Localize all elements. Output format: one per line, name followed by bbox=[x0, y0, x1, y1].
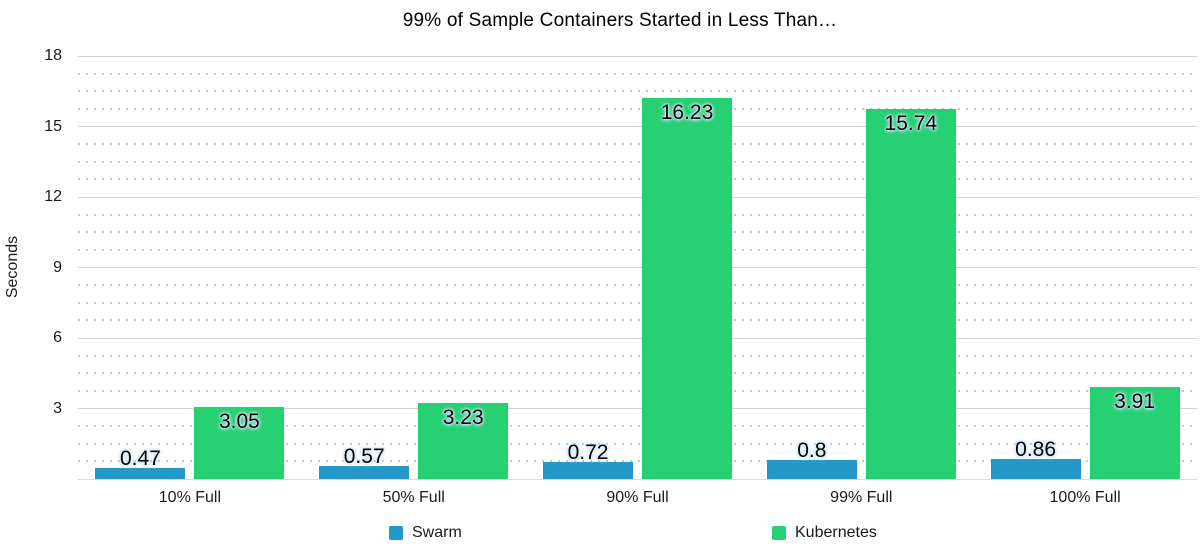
y-tick-label: 12 bbox=[44, 188, 62, 205]
legend-item-swarm: Swarm bbox=[389, 523, 462, 543]
minor-gridline bbox=[78, 143, 1197, 146]
bar-value-label-swarm-1: 0.47 bbox=[119, 446, 161, 470]
major-gridline bbox=[78, 408, 1197, 409]
minor-gridline bbox=[78, 425, 1197, 428]
minor-gridline bbox=[78, 160, 1197, 163]
bar-kubernetes-4 bbox=[865, 109, 956, 479]
bar-swarm-4 bbox=[766, 460, 857, 479]
minor-gridline bbox=[78, 389, 1197, 392]
y-tick-label: 18 bbox=[44, 47, 62, 64]
bar-swarm-5 bbox=[990, 458, 1081, 479]
x-axis-label-2: 50% Full bbox=[382, 489, 445, 506]
minor-gridline bbox=[78, 354, 1197, 357]
y-tick-label: 15 bbox=[44, 117, 62, 135]
major-gridline bbox=[78, 267, 1197, 268]
minor-gridline bbox=[78, 319, 1197, 322]
swarm-legend-swatch bbox=[389, 526, 403, 540]
x-axis-label-1: 10% Full bbox=[158, 489, 222, 506]
bar-kubernetes-3 bbox=[642, 97, 732, 479]
bar-value-label-kubernetes-2: 3.23 bbox=[442, 406, 484, 430]
bar-swarm-2 bbox=[319, 465, 410, 479]
legend: Swarm Kubernetes bbox=[0, 523, 1200, 545]
bar-value-label-kubernetes-1: 3.05 bbox=[218, 410, 260, 434]
minor-gridline bbox=[78, 284, 1197, 287]
x-axis-label-3: 90% Full bbox=[606, 489, 669, 506]
major-gridline bbox=[78, 55, 1197, 57]
chart-title: 99% of Sample Containers Started in Less… bbox=[402, 10, 838, 31]
kubernetes-legend-label: Kubernetes bbox=[795, 524, 877, 541]
bar-swarm-1 bbox=[95, 467, 186, 479]
bar-value-label-kubernetes-3: 16.23 bbox=[660, 100, 714, 124]
kubernetes-legend-swatch bbox=[772, 526, 786, 540]
minor-gridline bbox=[78, 442, 1197, 445]
x-axis-line bbox=[78, 479, 1197, 480]
y-tick-label: 9 bbox=[53, 258, 62, 276]
minor-gridline bbox=[78, 213, 1197, 216]
legend-item-kubernetes: Kubernetes bbox=[772, 523, 877, 543]
y-tick-label: 6 bbox=[53, 329, 62, 346]
minor-gridline bbox=[78, 460, 1197, 463]
bar-value-label-kubernetes-5: 3.91 bbox=[1114, 390, 1156, 414]
bar-kubernetes-1 bbox=[194, 407, 285, 479]
bar-kubernetes-2 bbox=[418, 403, 509, 479]
swarm-legend-label: Swarm bbox=[412, 524, 462, 541]
major-gridline bbox=[78, 126, 1197, 127]
minor-gridline bbox=[78, 178, 1197, 181]
bar-value-label-kubernetes-4: 15.74 bbox=[884, 112, 938, 136]
minor-gridline bbox=[78, 231, 1197, 234]
minor-gridline bbox=[78, 107, 1197, 110]
minor-gridline bbox=[78, 248, 1197, 251]
minor-gridline bbox=[78, 372, 1197, 375]
minor-gridline bbox=[78, 90, 1197, 93]
major-gridline bbox=[78, 337, 1197, 339]
major-gridline bbox=[78, 196, 1197, 198]
bar-swarm-3 bbox=[543, 462, 633, 479]
bar-value-label-swarm-5: 0.86 bbox=[1015, 437, 1057, 461]
bar-value-label-swarm-4: 0.8 bbox=[797, 439, 827, 463]
y-tick-label: 3 bbox=[53, 399, 62, 417]
x-axis-label-5: 100% Full bbox=[1049, 489, 1121, 506]
bar-value-label-swarm-2: 0.57 bbox=[343, 444, 385, 468]
minor-gridline bbox=[78, 72, 1197, 75]
bar-kubernetes-5 bbox=[1089, 387, 1180, 479]
x-axis-label-4: 99% Full bbox=[830, 489, 893, 506]
bar-value-label-swarm-3: 0.72 bbox=[567, 441, 609, 465]
minor-gridline bbox=[78, 301, 1197, 304]
